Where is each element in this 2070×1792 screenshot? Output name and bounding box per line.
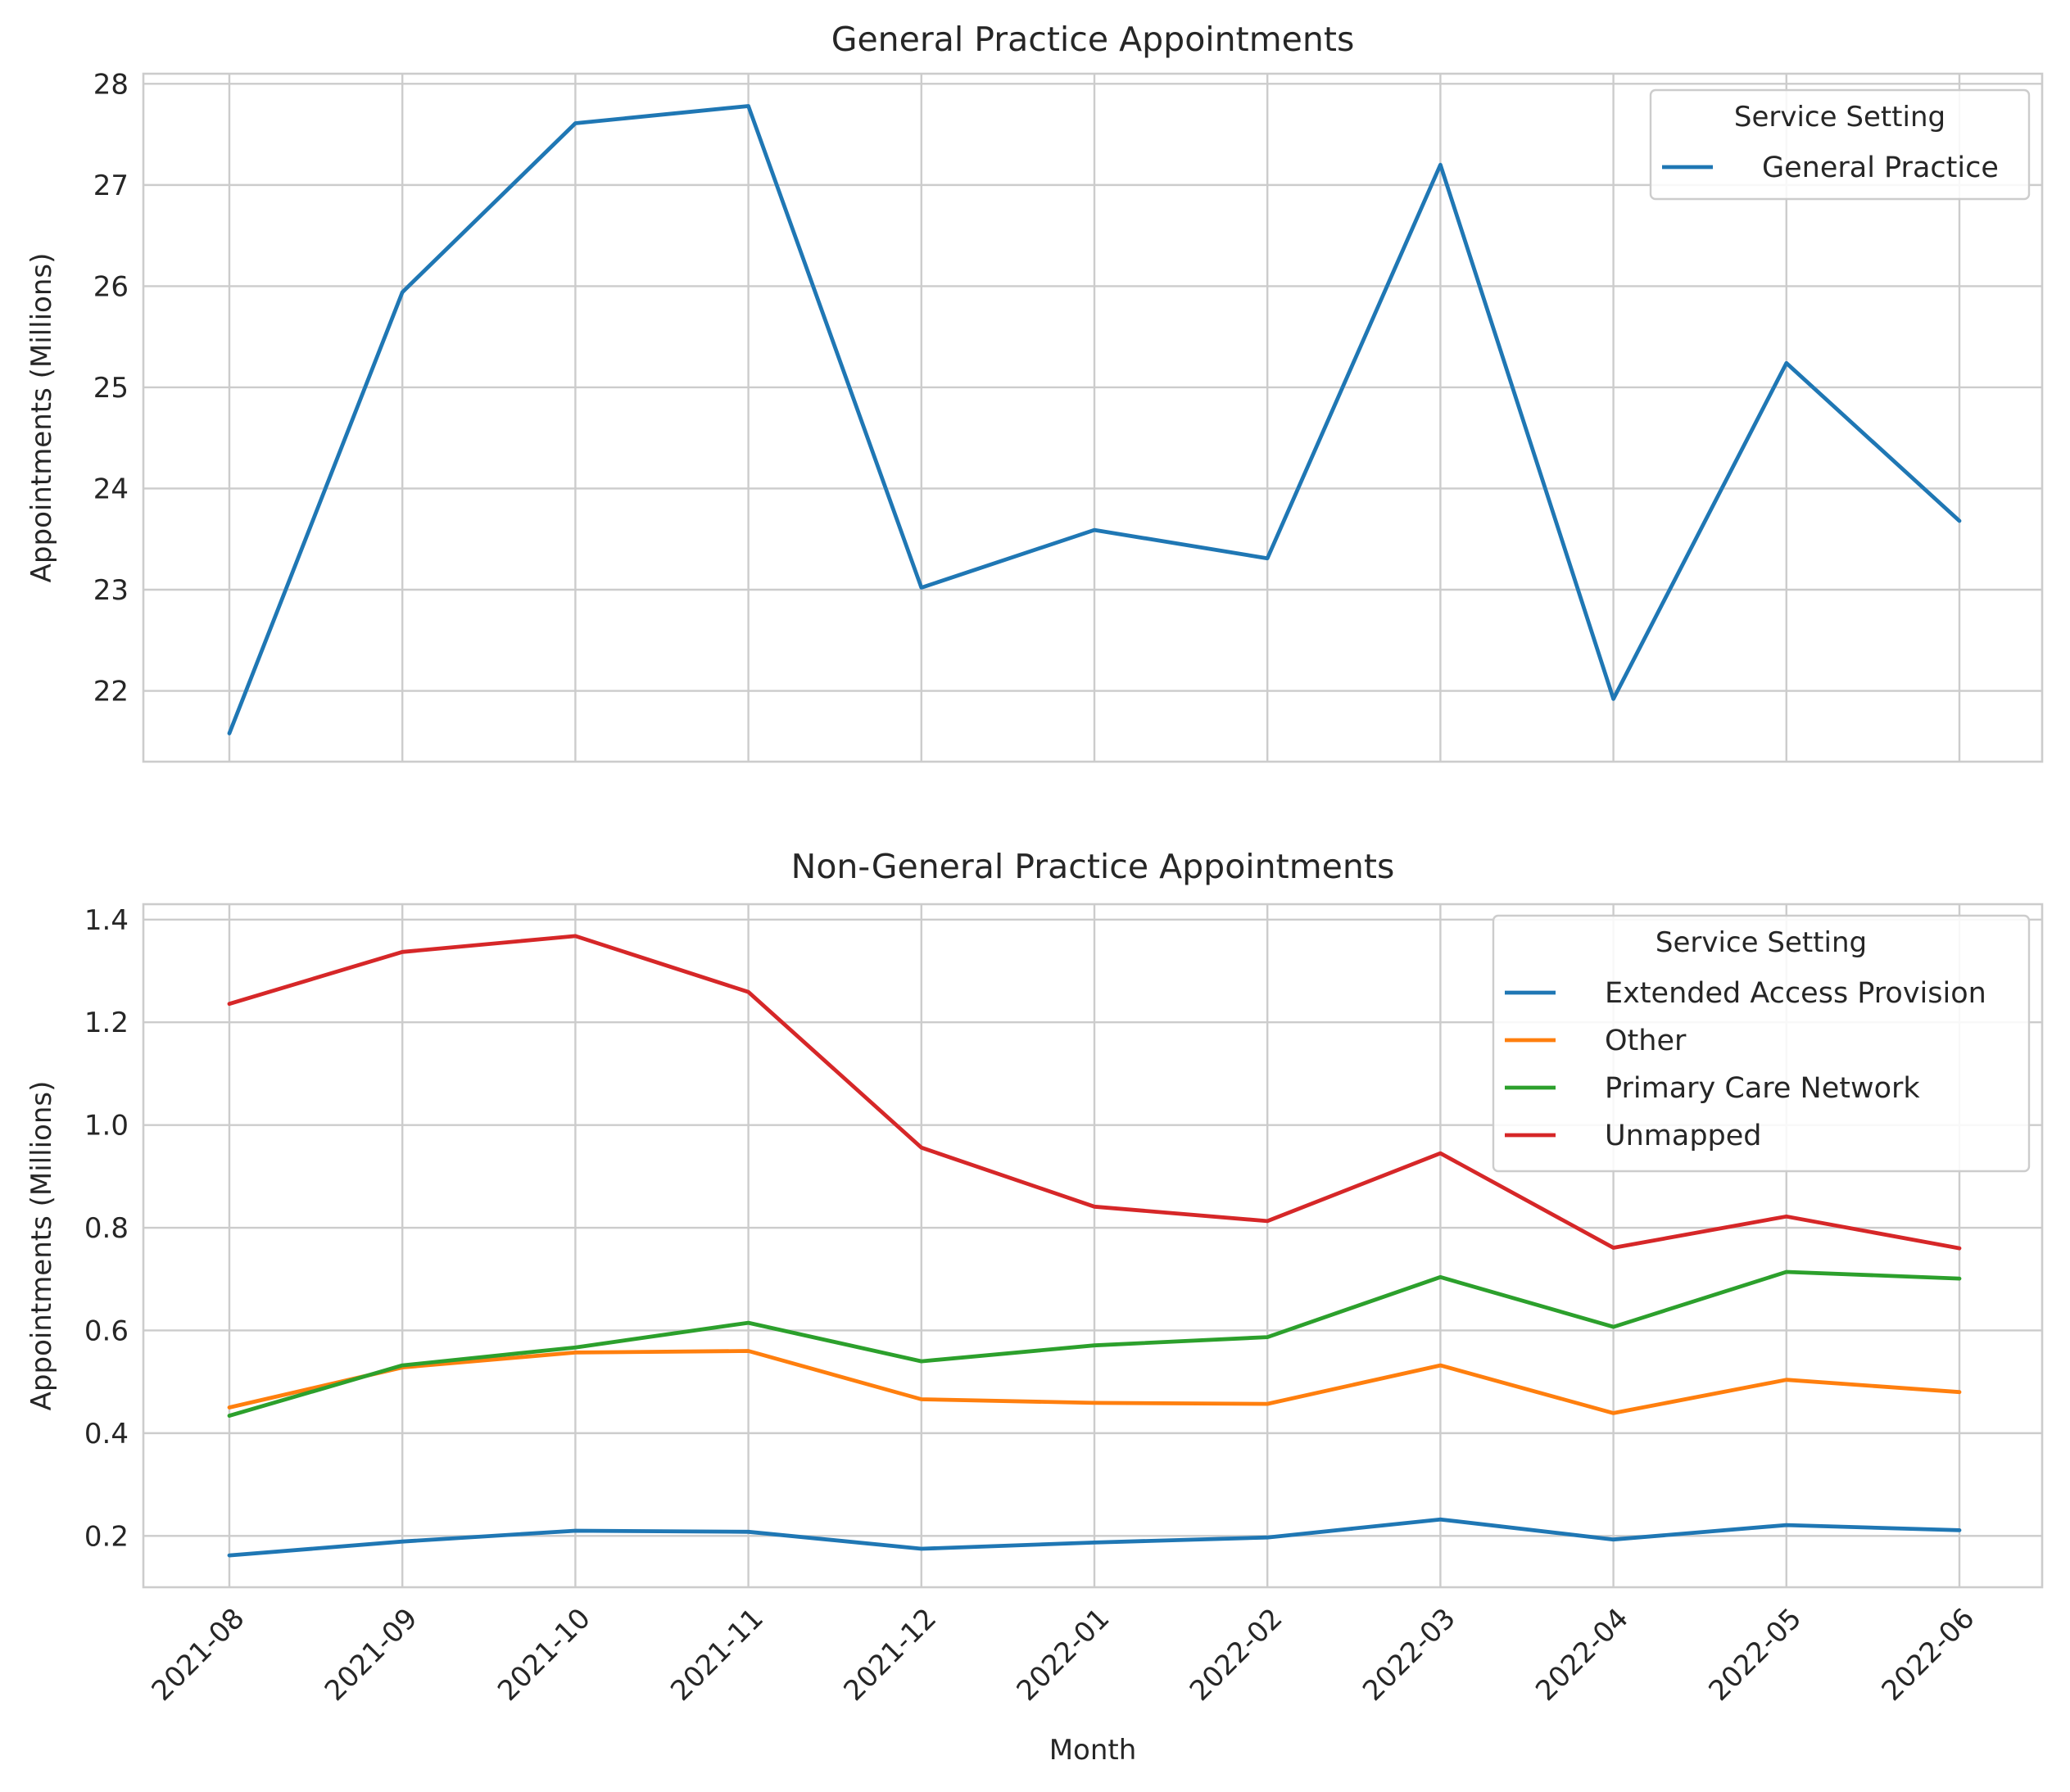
x-tick-label: 2022-06 — [1876, 1602, 1982, 1708]
x-tick-label: 2022-01 — [1011, 1602, 1117, 1708]
x-tick-label: 2021-09 — [319, 1602, 424, 1708]
other-legend-label: Other — [1605, 1025, 1687, 1057]
general-practice-y-axis-label: Appointments (Millions) — [25, 253, 58, 583]
x-tick-label: 2021-11 — [664, 1602, 770, 1708]
general-practice-legend-box — [1649, 88, 2031, 201]
x-tick-label: 2021-10 — [491, 1602, 597, 1708]
y-tick-label: 28 — [93, 68, 129, 101]
general-practice-legend: Service Setting General Practice — [1649, 88, 2031, 201]
primary-care-network-line — [227, 1269, 1962, 1418]
general-practice-line — [227, 104, 1962, 735]
other-line — [227, 1349, 1962, 1415]
y-tick-label: 0.4 — [84, 1418, 129, 1450]
x-tick-label: 2022-02 — [1184, 1602, 1289, 1708]
general-practice-series — [227, 104, 1962, 735]
x-tick-label: 2021-12 — [837, 1602, 943, 1708]
extended-access-provision-legend-label: Extended Access Provision — [1605, 977, 1986, 1010]
general-practice-y-ticks: 22 23 24 25 26 27 28 — [93, 68, 129, 708]
non-general-practice-y-axis-label: Appointments (Millions) — [25, 1081, 58, 1411]
y-tick-label: 0.6 — [84, 1315, 129, 1347]
y-tick-label: 25 — [93, 372, 129, 405]
y-tick-label: 0.8 — [84, 1212, 129, 1245]
x-tick-label: 2022-04 — [1529, 1602, 1635, 1708]
primary-care-network-legend-label: Primary Care Network — [1605, 1072, 1920, 1105]
x-tick-label: 2022-03 — [1357, 1602, 1462, 1708]
non-general-practice-legend: Service Setting Extended Access Provisio… — [1492, 914, 2031, 1173]
general-practice-plot-frame — [142, 72, 2044, 763]
y-tick-label: 0.2 — [84, 1520, 129, 1553]
y-tick-label: 27 — [93, 170, 129, 202]
non-general-practice-y-ticks: 0.2 0.4 0.6 0.8 1.0 1.2 1.4 — [84, 904, 129, 1553]
non-general-practice-legend-title: Service Setting — [1656, 926, 1867, 959]
unmapped-line — [227, 934, 1962, 1251]
x-tick-label: 2022-05 — [1702, 1602, 1808, 1708]
general-practice-panel: 22 23 24 25 26 27 28 General Practice Appointm… — [25, 20, 2044, 763]
y-tick-label: 22 — [93, 676, 129, 708]
x-tick-label: 2021-08 — [146, 1602, 251, 1708]
y-tick-label: 1.0 — [84, 1110, 129, 1143]
month-x-ticks: 2021-08 2021-09 2021-10 2021-11 2021-12 2022-… — [146, 1602, 1982, 1708]
y-tick-label: 1.2 — [84, 1007, 129, 1039]
non-general-practice-series — [227, 934, 1962, 1558]
y-tick-label: 24 — [93, 473, 129, 505]
unmapped-legend-label: Unmapped — [1605, 1120, 1762, 1152]
general-practice-legend-title: Service Setting — [1734, 101, 1945, 133]
y-tick-label: 23 — [93, 574, 129, 607]
non-general-practice-panel: 0.20.40.60.81.01.21.4 2021-08 2021-09 2021… — [25, 847, 2044, 1767]
non-general-practice-chart-title: Non-General Practice Appointments — [791, 847, 1395, 886]
y-tick-label: 1.4 — [84, 904, 129, 937]
non-general-practice-plot-frame — [142, 903, 2044, 1589]
y-tick-label: 26 — [93, 270, 129, 303]
general-practice-legend-label: General Practice — [1762, 152, 1999, 184]
non-general-practice-legend-box — [1492, 914, 2031, 1173]
x-axis-label: Month — [1049, 1734, 1137, 1767]
extended-access-provision-line — [227, 1517, 1962, 1558]
general-practice-chart-title: General Practice Appointments — [831, 20, 1355, 59]
